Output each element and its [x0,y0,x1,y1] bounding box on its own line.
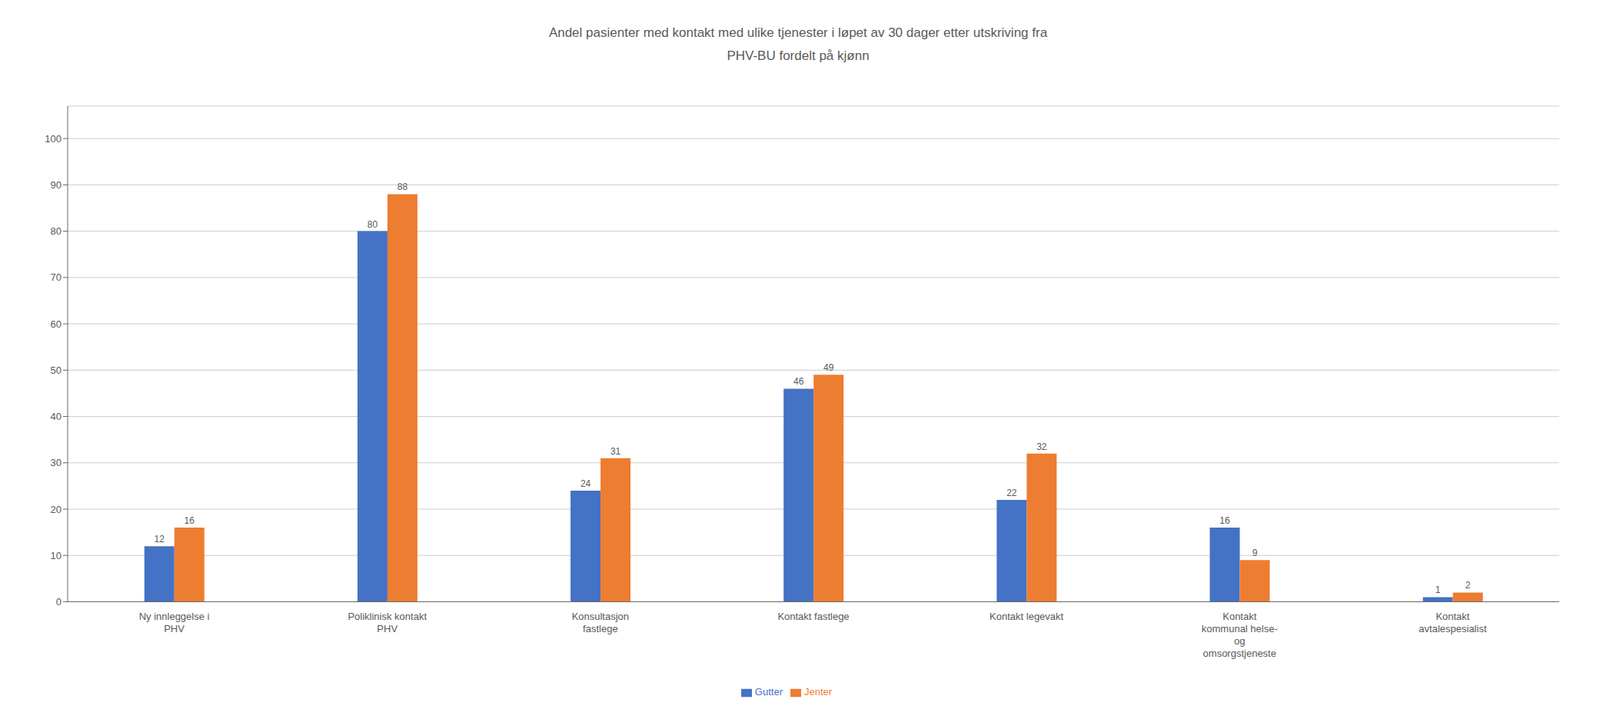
svg-text:32: 32 [1036,441,1048,453]
svg-text:1: 1 [1435,584,1441,596]
html-text:Jenter: Jenter [804,686,832,698]
svg-text:30: 30 [50,456,62,469]
svg-text:49: 49 [823,362,835,373]
svg-text:Kontakt legevakt: Kontakt legevakt [989,610,1065,623]
svg-text:22: 22 [1006,487,1018,499]
svg-text:2: 2 [1465,579,1471,591]
html-text:Gutter: Gutter [754,686,783,698]
svg-text:80: 80 [367,219,379,230]
svg-text:Ny innleggelse iPHV: Ny innleggelse iPHV [139,610,210,635]
svg-text:80: 80 [50,225,62,237]
svg-text:Kontakt fastlege: Kontakt fastlege [777,610,849,623]
svg-text:60: 60 [50,318,62,330]
svg-text:20: 20 [50,503,62,516]
svg-text:88: 88 [397,181,409,193]
html-text:PHV-BU fordelt på kjønn: PHV-BU fordelt på kjønn [726,48,870,64]
svg-text:46: 46 [793,375,805,387]
svg-text:10: 10 [50,549,62,562]
svg-text:0: 0 [56,595,62,608]
svg-text:Kontaktkommunal helse-ogomsorg: Kontaktkommunal helse-ogomsorgstjeneste [1201,610,1278,659]
svg-text:Poliklinisk kontaktPHV: Poliklinisk kontaktPHV [347,610,427,635]
svg-text:24: 24 [580,478,592,489]
html-text:Andel pasienter med kontakt me: Andel pasienter med kontakt med ulike tj… [548,25,1048,40]
svg-text:90: 90 [50,179,62,191]
svg-text:16: 16 [1219,515,1231,526]
svg-text:16: 16 [184,515,196,526]
svg-text:12: 12 [154,533,166,545]
svg-text:40: 40 [50,410,62,423]
svg-text:9: 9 [1252,547,1258,559]
svg-text:70: 70 [50,271,62,283]
svg-text:100: 100 [44,133,62,145]
svg-text:Kontaktavtalespesialist: Kontaktavtalespesialist [1418,610,1487,635]
svg-text:50: 50 [50,364,62,376]
svg-text:31: 31 [610,445,622,457]
svg-text:Konsultasjonfastlege: Konsultasjonfastlege [572,610,629,635]
